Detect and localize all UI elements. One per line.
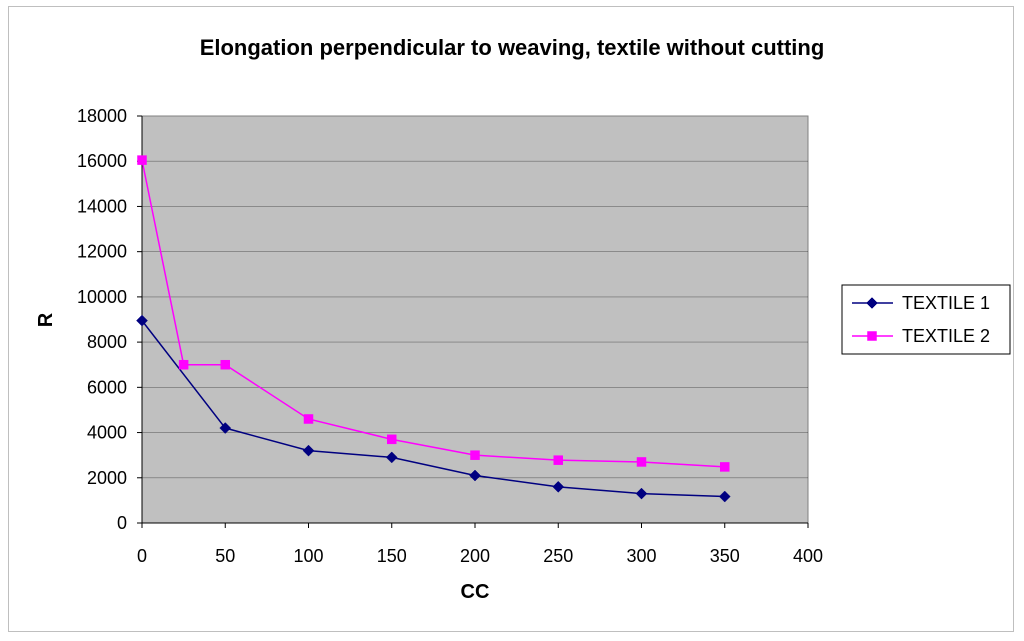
data-point [385, 451, 398, 464]
series-line [141, 320, 725, 498]
series-2 [137, 155, 730, 472]
legend: TEXTILE 1 TEXTILE 2 [841, 284, 1011, 355]
x-tick-label: 50 [215, 546, 235, 566]
data-point [635, 487, 648, 500]
x-axis-title: CC [461, 581, 490, 603]
legend-box [841, 284, 1011, 355]
y-tick-label: 14000 [77, 196, 127, 216]
data-point [303, 414, 314, 424]
y-tick-label: 18000 [77, 106, 127, 126]
y-axis-title: R [35, 312, 57, 327]
x-tick-label: 100 [293, 546, 323, 566]
data-point [718, 490, 731, 503]
y-tick-label: 0 [117, 513, 127, 533]
gridlines [142, 160, 808, 479]
chart-frame [8, 6, 1014, 632]
y-tick-label: 10000 [77, 287, 127, 307]
x-tick-label: 350 [710, 546, 740, 566]
data-point [552, 480, 565, 493]
data-point [302, 444, 315, 457]
x-tick-label: 300 [626, 546, 656, 566]
data-point [136, 314, 148, 327]
legend-label: TEXTILE 2 [902, 326, 990, 346]
x-tick-label: 200 [460, 546, 490, 566]
data-point [220, 359, 230, 370]
y-tick-label: 4000 [87, 423, 127, 443]
x-tick-label: 0 [137, 546, 147, 566]
y-tick-label: 6000 [87, 377, 127, 397]
data-point [387, 434, 397, 445]
data-point [219, 422, 232, 434]
x-tick-label: 400 [793, 546, 823, 566]
y-tick-labels: 0 2000 4000 6000 8000 10000 12000 14000 16000 180… [77, 106, 127, 533]
legend-entry: TEXTILE 2 [852, 326, 990, 346]
series-group [136, 155, 731, 503]
legend-entry: TEXTILE 1 [852, 293, 990, 313]
y-tick-label: 8000 [87, 332, 127, 352]
y-tick-label: 16000 [77, 151, 127, 171]
data-point [636, 457, 647, 467]
y-tick-label: 12000 [77, 242, 127, 262]
legend-marker [866, 297, 878, 309]
data-point [137, 155, 147, 165]
y-tick-label: 2000 [87, 468, 127, 488]
chart-title: Elongation perpendicular to weaving, tex… [200, 35, 825, 60]
legend-label: TEXTILE 1 [902, 293, 990, 313]
plot-area [141, 115, 809, 524]
series-1 [136, 314, 731, 503]
x-tick-label: 150 [377, 546, 407, 566]
data-point [553, 455, 563, 465]
x-tick-labels: 0 50 100 150 200 250 300 350 400 [137, 546, 823, 566]
data-point [470, 450, 480, 460]
data-point [178, 359, 189, 370]
data-point [720, 462, 730, 472]
x-tick-label: 250 [543, 546, 573, 566]
legend-marker [867, 331, 877, 341]
data-point [469, 469, 481, 482]
